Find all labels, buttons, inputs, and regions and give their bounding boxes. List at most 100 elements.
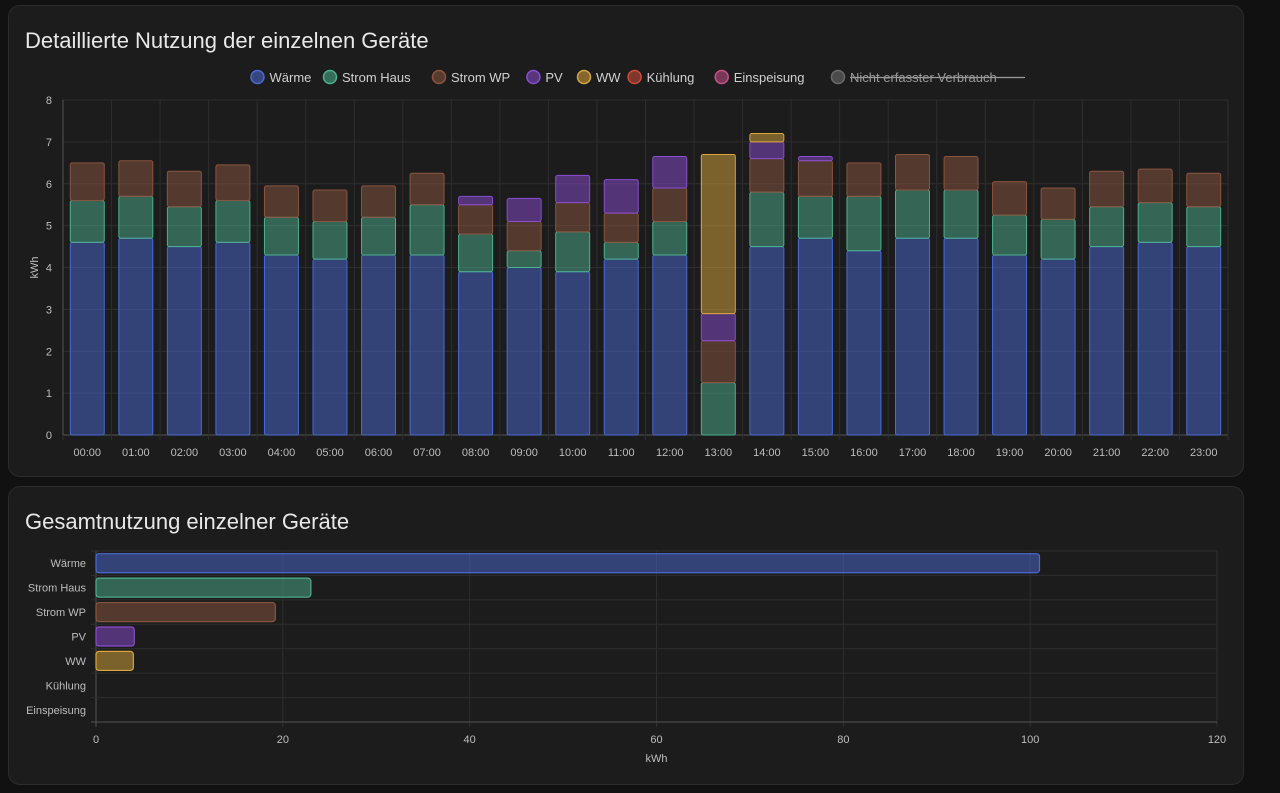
bar-strom-wp-0[interactable] [69, 162, 105, 201]
legend-label-waerme[interactable]: Wärme [270, 70, 312, 85]
bar-ww-13[interactable] [700, 153, 736, 315]
bar-pv-11[interactable] [603, 179, 639, 214]
bar-strom-haus-21[interactable] [1089, 206, 1125, 248]
bar-waerme-16[interactable] [846, 250, 882, 436]
bar-strom-wp-3[interactable] [215, 164, 251, 201]
bar-waerme-8[interactable] [458, 271, 494, 436]
bar-strom-haus-14[interactable] [749, 191, 785, 248]
bar-strom-wp-21[interactable] [1089, 170, 1125, 208]
bar-strom-wp-8[interactable] [458, 204, 494, 235]
bar-pv-9[interactable] [506, 197, 542, 222]
bar-waerme-10[interactable] [555, 271, 591, 436]
legend-label-ww[interactable]: WW [596, 70, 621, 85]
bar-waerme-19[interactable] [992, 254, 1028, 436]
bar-waerme-6[interactable] [361, 254, 397, 436]
bar-waerme-18[interactable] [943, 237, 979, 436]
bar-waerme-22[interactable] [1137, 241, 1173, 436]
bar-waerme-17[interactable] [894, 237, 930, 436]
bar-strom-wp-9[interactable] [506, 220, 542, 252]
bar-pv-13[interactable] [700, 313, 736, 342]
bar-ww-14[interactable] [749, 133, 785, 143]
bar-strom-haus-16[interactable] [846, 195, 882, 252]
bar-waerme-5[interactable] [312, 258, 348, 436]
bar-strom-haus-0[interactable] [69, 200, 105, 243]
bar-strom-haus-20[interactable] [1040, 218, 1076, 260]
bar-waerme-15[interactable] [797, 237, 833, 436]
legend-swatch-pv[interactable] [526, 69, 541, 85]
bar-waerme-0[interactable] [69, 241, 105, 436]
bar-strom-haus-1[interactable] [118, 195, 154, 239]
bar-strom-wp-16[interactable] [846, 162, 882, 197]
bar-pv-12[interactable] [652, 156, 688, 189]
bar-strom-haus-17[interactable] [894, 189, 930, 239]
legend-label-strom-haus[interactable]: Strom Haus [342, 70, 411, 85]
bar-waerme-4[interactable] [263, 254, 299, 436]
legend-swatch-nicht-erfasster-verbrauch[interactable] [830, 69, 846, 85]
bar-strom-haus-19[interactable] [992, 214, 1028, 256]
bar-strom-haus-15[interactable] [797, 195, 833, 239]
bar-strom-haus-18[interactable] [943, 189, 979, 239]
bar-strom-haus-4[interactable] [263, 216, 299, 256]
bar-pv-15[interactable] [797, 156, 833, 162]
bar-waerme-7[interactable] [409, 254, 445, 436]
legend-swatch-ww[interactable] [576, 69, 592, 85]
legend-label-einspeisung[interactable]: Einspeisung [734, 70, 805, 85]
bar-strom-haus-11[interactable] [603, 241, 639, 260]
bar-strom-haus-9[interactable] [506, 250, 542, 268]
legend-swatch-einspeisung[interactable] [714, 69, 729, 85]
bar-waerme-14[interactable] [749, 246, 785, 436]
bar-waerme-1[interactable] [118, 237, 154, 436]
legend-swatch-strom-haus[interactable] [322, 69, 338, 85]
bar-waerme-21[interactable] [1089, 246, 1125, 436]
bar-strom-haus-13[interactable] [700, 382, 736, 436]
bar-strom-wp-20[interactable] [1040, 187, 1076, 220]
bar-strom-wp-2[interactable] [166, 170, 202, 208]
total-bar-strom-wp[interactable] [95, 601, 276, 623]
bar-waerme-9[interactable] [506, 267, 542, 436]
bar-waerme-23[interactable] [1186, 246, 1222, 436]
bar-strom-wp-13[interactable] [700, 340, 736, 384]
bar-strom-wp-17[interactable] [894, 153, 930, 191]
bar-strom-haus-6[interactable] [361, 216, 397, 256]
bar-strom-wp-15[interactable] [797, 160, 833, 197]
bar-strom-wp-10[interactable] [555, 202, 591, 233]
legend-swatch-strom-wp[interactable] [431, 69, 447, 85]
bar-waerme-12[interactable] [652, 254, 688, 436]
legend-swatch-waerme[interactable] [250, 69, 265, 85]
bar-strom-haus-3[interactable] [215, 200, 251, 243]
bar-strom-wp-18[interactable] [943, 156, 979, 191]
total-bar-waerme[interactable] [95, 553, 1041, 574]
bar-strom-haus-2[interactable] [166, 206, 202, 248]
bar-pv-10[interactable] [555, 174, 591, 204]
bar-strom-wp-19[interactable] [992, 181, 1028, 216]
legend-swatch-kuehlung[interactable] [627, 69, 642, 85]
bar-strom-haus-10[interactable] [555, 231, 591, 273]
total-bar-strom-haus[interactable] [95, 577, 312, 598]
bar-strom-haus-8[interactable] [458, 233, 494, 273]
bar-strom-wp-23[interactable] [1186, 172, 1222, 208]
bar-strom-haus-23[interactable] [1186, 206, 1222, 248]
bar-strom-haus-12[interactable] [652, 220, 688, 256]
bar-waerme-3[interactable] [215, 241, 251, 436]
legend-label-pv[interactable]: PV [545, 70, 563, 85]
legend-label-strom-wp[interactable]: Strom WP [451, 70, 510, 85]
bar-strom-wp-1[interactable] [118, 160, 154, 197]
bar-waerme-20[interactable] [1040, 258, 1076, 436]
legend-label-kuehlung[interactable]: Kühlung [647, 70, 695, 85]
total-bar-pv[interactable] [95, 626, 135, 647]
bar-waerme-2[interactable] [166, 246, 202, 436]
bar-strom-haus-22[interactable] [1137, 202, 1173, 243]
bar-strom-wp-5[interactable] [312, 189, 348, 222]
bar-strom-wp-11[interactable] [603, 212, 639, 243]
bar-strom-haus-5[interactable] [312, 220, 348, 260]
bar-pv-14[interactable] [749, 141, 785, 160]
bar-strom-wp-7[interactable] [409, 172, 445, 206]
bar-pv-8[interactable] [458, 195, 494, 206]
total-bar-ww[interactable] [95, 650, 134, 672]
bar-strom-haus-7[interactable] [409, 204, 445, 256]
bar-strom-wp-12[interactable] [652, 187, 688, 222]
bar-strom-wp-22[interactable] [1137, 168, 1173, 204]
bar-waerme-11[interactable] [603, 258, 639, 436]
bar-strom-wp-6[interactable] [361, 185, 397, 218]
bar-strom-wp-14[interactable] [749, 158, 785, 193]
